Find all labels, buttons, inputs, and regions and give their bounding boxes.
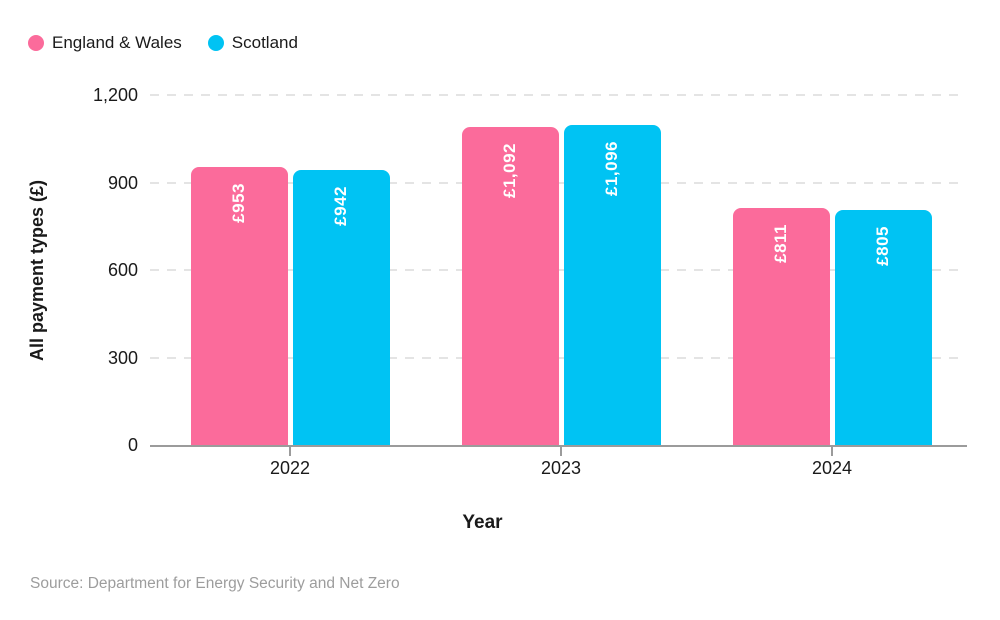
- bar-value-label: £1,092: [500, 142, 519, 198]
- bar-value-label: £805: [873, 226, 892, 267]
- bar: £953: [190, 167, 288, 445]
- bar: £805: [834, 210, 932, 445]
- legend-item: England & Wales: [28, 33, 182, 53]
- bar: £942: [292, 170, 390, 445]
- legend-label: Scotland: [231, 33, 298, 52]
- legend-swatch: [28, 35, 44, 51]
- legend-swatch: [207, 35, 224, 51]
- bar-value-label: £1,096: [602, 141, 621, 197]
- gridline: [150, 94, 965, 96]
- y-tick-label: 600: [107, 260, 138, 280]
- x-axis-line: [150, 445, 967, 447]
- x-tick: [289, 447, 291, 456]
- y-tick-label: 0: [127, 435, 138, 455]
- bar: £1,092: [461, 126, 559, 445]
- legend: England & Wales Scotland: [28, 33, 298, 53]
- x-tick: [831, 447, 833, 456]
- x-tick: [560, 447, 562, 456]
- bar-value-label: £953: [229, 183, 248, 223]
- source-note: Source: Department for Energy Security a…: [30, 575, 400, 592]
- y-tick-label: 900: [107, 172, 138, 193]
- x-axis-title: Year: [462, 512, 503, 533]
- x-tick-label: 2022: [269, 458, 311, 478]
- bar-value-label: £811: [771, 224, 790, 264]
- bar-value-label: £942: [331, 186, 350, 227]
- legend-item: Scotland: [207, 33, 298, 53]
- y-tick-label: 300: [107, 347, 138, 368]
- bar: £1,096: [563, 125, 661, 445]
- y-tick-label: 1,200: [92, 85, 138, 105]
- bar: £811: [732, 208, 830, 445]
- x-tick-label: 2024: [811, 458, 853, 478]
- x-tick-label: 2023: [540, 458, 582, 478]
- legend-label: England & Wales: [52, 33, 182, 52]
